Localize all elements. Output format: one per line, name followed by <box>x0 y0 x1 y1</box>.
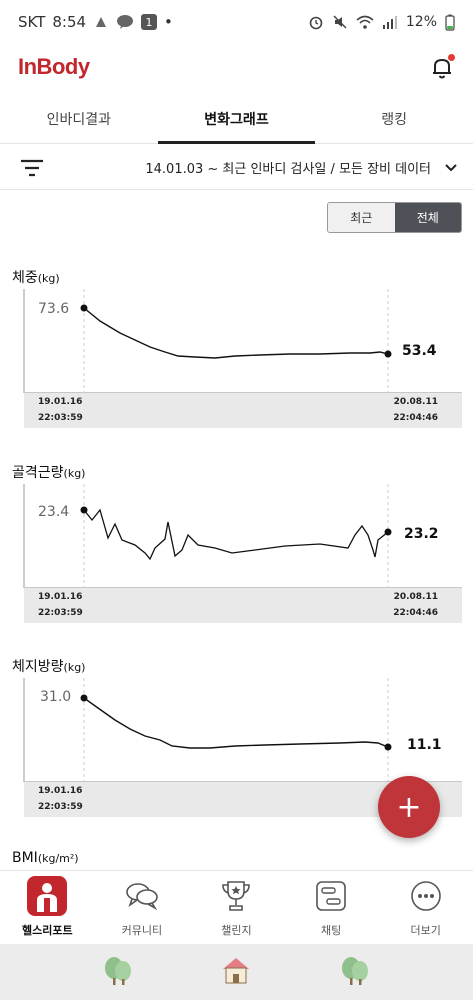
signal-icon <box>382 15 398 29</box>
nav-health-report[interactable]: 헬스리포트 <box>0 871 95 944</box>
weight-line-plot: 73.6 53.4 <box>23 289 437 393</box>
app-header: InBody <box>0 44 473 90</box>
add-measurement-button[interactable]: + <box>378 776 440 838</box>
wifi-icon <box>356 14 374 30</box>
chart-title: 체중(kg) <box>12 267 60 287</box>
skeletal-muscle-line-plot: 23.4 23.2 <box>23 484 439 588</box>
start-time: 22:03:59 <box>38 802 83 812</box>
weight-chart: 체중(kg) 73.6 53.4 19.01.16 22:03:59 20.08… <box>0 267 473 432</box>
recent-toggle-button[interactable]: 최근 <box>328 203 395 232</box>
notification-dot <box>448 54 455 61</box>
all-toggle-button[interactable]: 전체 <box>394 203 461 232</box>
tab-inbody-result[interactable]: 인바디결과 <box>46 111 112 128</box>
chat-icon <box>309 874 353 918</box>
app-notification-icon <box>93 14 109 30</box>
mute-icon <box>332 14 348 30</box>
start-value-label: 23.4 <box>38 504 69 520</box>
chart-unit: (kg) <box>63 661 86 674</box>
nav-label: 채팅 <box>320 924 342 937</box>
weight-series-line <box>83 307 389 359</box>
community-icon <box>120 874 164 918</box>
clock: 8:54 <box>52 13 87 31</box>
talk-icon <box>116 14 134 30</box>
start-point <box>80 694 88 702</box>
body-fat-series-line <box>83 697 389 749</box>
tab-change-graph[interactable]: 변화그래프 <box>157 94 316 144</box>
trophy-icon <box>214 874 258 918</box>
end-point <box>384 743 392 751</box>
date-range-label[interactable]: 14.01.03 ~ 최근 인바디 검사일 / 모든 장비 데이터 <box>145 162 431 177</box>
date-axis: 19.01.16 22:03:59 20.08.11 22:04:46 <box>24 392 462 428</box>
skeletal-muscle-chart: 골격근량(kg) 23.4 23.2 19.01.16 22:03:59 20.… <box>0 462 473 627</box>
tree-icon[interactable] <box>103 954 133 990</box>
plus-icon: + <box>396 789 422 825</box>
bottom-nav: 헬스리포트 커뮤니티 챌린지 <box>0 870 473 944</box>
health-report-icon <box>25 874 69 918</box>
date-axis: 19.01.16 22:03:59 20.08.11 22:04:46 <box>24 587 462 623</box>
tab-ranking[interactable]: 랭킹 <box>381 111 408 128</box>
start-point <box>80 304 88 312</box>
start-point <box>80 506 88 514</box>
tree-icon[interactable] <box>340 954 370 990</box>
nav-more[interactable]: 더보기 <box>378 871 473 944</box>
nav-label: 헬스리포트 <box>21 924 73 937</box>
carrier-label: SKT <box>18 13 46 31</box>
start-value-label: 31.0 <box>40 689 71 705</box>
nav-community[interactable]: 커뮤니티 <box>95 871 190 944</box>
end-time: 22:04:46 <box>393 608 438 618</box>
start-value-label: 73.6 <box>38 301 69 317</box>
inbody-logo: InBody <box>18 54 90 79</box>
filter-bar[interactable]: 14.01.03 ~ 최근 인바디 검사일 / 모든 장비 데이터 <box>0 146 473 190</box>
chart-unit: (kg) <box>63 467 86 480</box>
status-bar: SKT 8:54 1 • 12% <box>0 0 473 44</box>
nav-label: 커뮤니티 <box>121 924 163 937</box>
start-date: 19.01.16 <box>38 397 83 407</box>
chart-title-text: 체중 <box>12 270 38 286</box>
end-value-label: 53.4 <box>402 343 437 359</box>
body-fat-line-plot: 31.0 11.1 <box>23 678 442 782</box>
notification-bell-icon[interactable] <box>429 54 455 80</box>
nav-challenge[interactable]: 챌린지 <box>189 871 284 944</box>
end-date: 20.08.11 <box>393 397 438 407</box>
filter-icon[interactable] <box>20 159 44 177</box>
home-icon[interactable] <box>219 955 253 989</box>
end-point <box>384 350 392 358</box>
notification-count-badge: 1 <box>141 14 158 30</box>
nav-chat[interactable]: 채팅 <box>284 871 379 944</box>
chart-title-text: 골격근량 <box>12 465 64 481</box>
start-time: 22:03:59 <box>38 413 83 423</box>
start-time: 22:03:59 <box>38 608 83 618</box>
chart-unit: (kg/m²) <box>37 852 79 865</box>
battery-percent: 12% <box>405 14 437 30</box>
tab-bar: 인바디결과 변화그래프 랭킹 <box>0 94 473 144</box>
more-notifications-dot: • <box>164 13 173 31</box>
end-value-label: 11.1 <box>407 737 442 753</box>
chart-title: 체지방량(kg) <box>12 656 85 676</box>
more-icon <box>404 874 448 918</box>
battery-icon <box>445 14 455 31</box>
period-toggle: 최근 전체 <box>327 202 462 233</box>
system-nav-bar <box>0 944 473 1000</box>
end-value-label: 23.2 <box>404 526 439 542</box>
end-date: 20.08.11 <box>393 592 438 602</box>
nav-label: 챌린지 <box>221 924 252 937</box>
chart-title-text: BMI <box>12 850 38 866</box>
end-time: 22:04:46 <box>393 413 438 423</box>
start-date: 19.01.16 <box>38 786 83 796</box>
alarm-icon <box>308 14 324 30</box>
nav-label: 더보기 <box>410 924 441 937</box>
chart-unit: (kg) <box>37 272 60 285</box>
chart-title: 골격근량(kg) <box>12 462 85 482</box>
start-date: 19.01.16 <box>38 592 83 602</box>
end-point <box>384 528 392 536</box>
skeletal-muscle-series-line <box>83 508 389 561</box>
bmi-chart-title: BMI(kg/m²) <box>12 850 79 866</box>
chart-title-text: 체지방량 <box>12 659 64 675</box>
chevron-down-icon[interactable] <box>443 160 459 176</box>
